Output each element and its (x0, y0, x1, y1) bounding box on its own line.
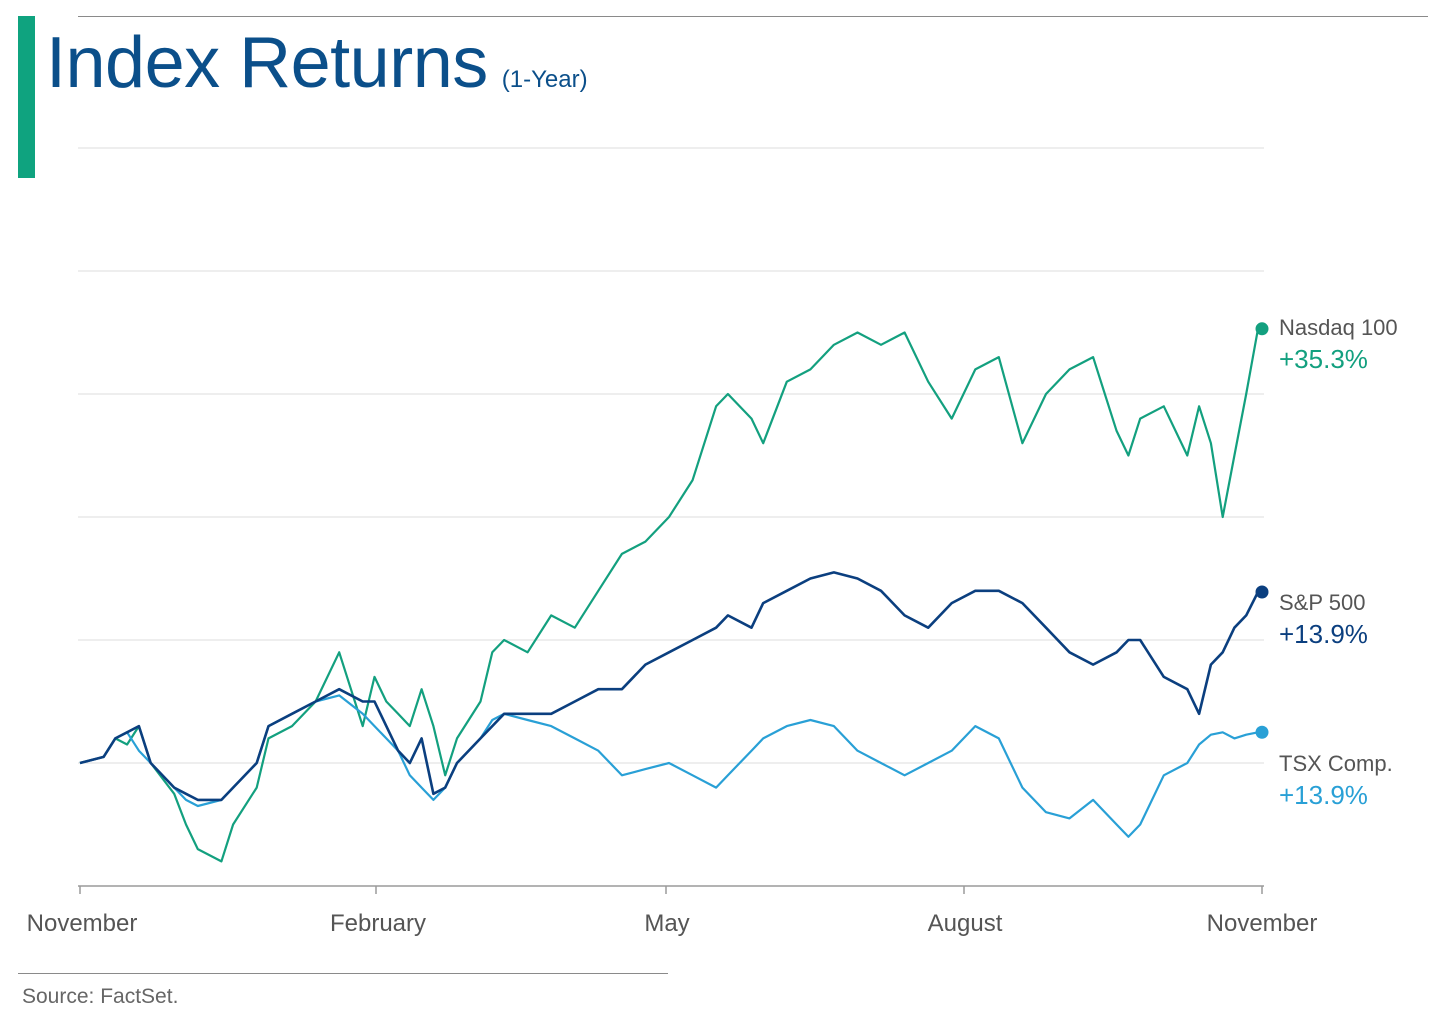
series-name-tsx-comp: TSX Comp. (1279, 751, 1393, 776)
end-marker-nasdaq-100 (1255, 322, 1269, 336)
series-line-s-p-500 (79, 571, 1260, 802)
chart-title: Index Returns (46, 23, 488, 103)
x-tick-label-4: November (1207, 910, 1318, 937)
end-marker-s-p-500 (1255, 585, 1269, 599)
x-tick-label-1: February (330, 910, 426, 937)
series-name-s-p-500: S&P 500 (1279, 590, 1365, 615)
x-tick-label-0: November (27, 910, 138, 937)
chart-subtitle: (1-Year) (501, 66, 588, 93)
series-value-s-p-500: +13.9% (1279, 619, 1368, 649)
source-rule (18, 973, 668, 974)
end-marker-tsx-comp (1255, 725, 1269, 739)
title-accent-bar (18, 16, 35, 178)
series-line-nasdaq-100 (79, 328, 1260, 863)
series-line-tsx-comp (79, 694, 1259, 838)
chart-header: Index Returns (1-Year) (46, 22, 588, 104)
top-rule (78, 16, 1428, 17)
x-tick-label-2: May (644, 910, 689, 937)
x-tick-label-3: August (928, 910, 1003, 937)
series-value-tsx-comp: +13.9% (1279, 780, 1368, 810)
source-note: Source: FactSet. (22, 985, 179, 1008)
series-name-nasdaq-100: Nasdaq 100 (1279, 315, 1398, 340)
series-value-nasdaq-100: +35.3% (1279, 344, 1368, 374)
